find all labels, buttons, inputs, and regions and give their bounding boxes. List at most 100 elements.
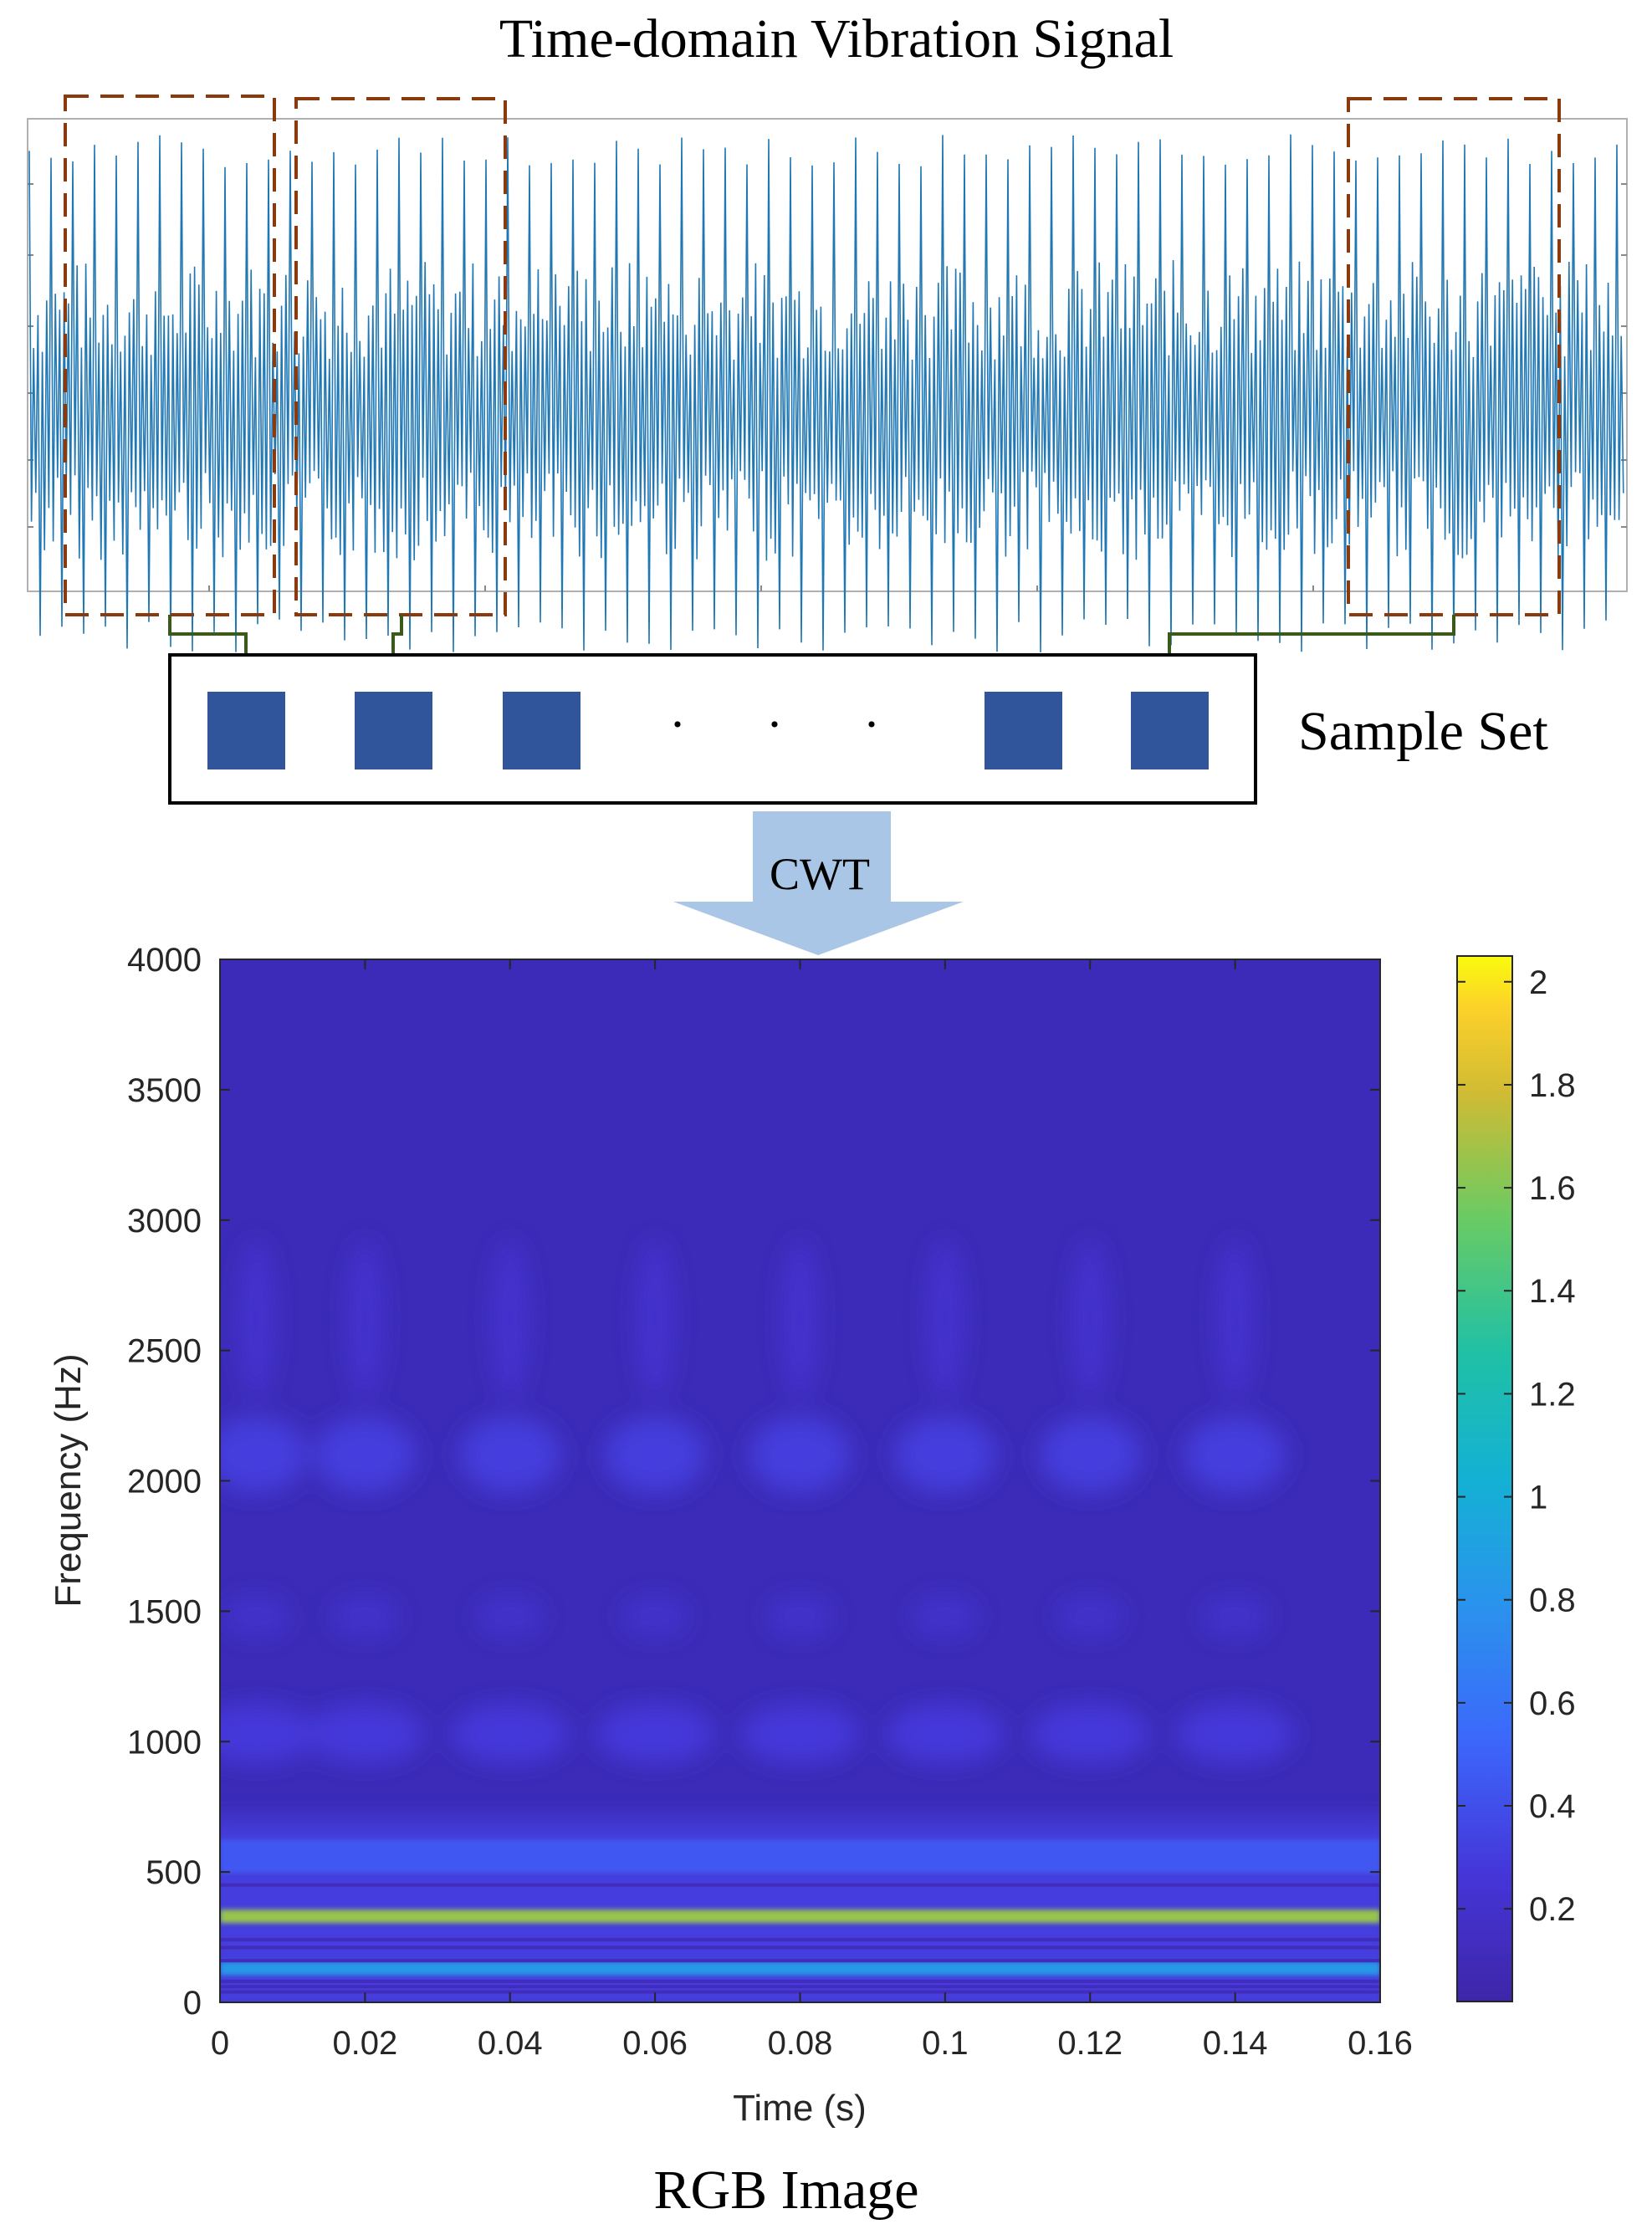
energy-blob xyxy=(238,1240,275,1399)
colorbar-gradient xyxy=(1456,955,1513,2002)
colorbar-tick-label: 0.6 xyxy=(1529,1685,1576,1722)
colorbar-tick-label: 0.4 xyxy=(1529,1788,1576,1825)
sample-set-box xyxy=(168,653,1257,805)
energy-blob xyxy=(491,1240,529,1399)
sample-square-1 xyxy=(207,692,285,769)
sample-window-1 xyxy=(64,95,276,616)
band-gap xyxy=(220,1959,1380,1963)
colorbar-tick-label: 0.8 xyxy=(1529,1582,1576,1619)
y-tick-label: 3500 xyxy=(127,1072,202,1109)
energy-blob xyxy=(220,1417,307,1493)
x-tick-label: 0.14 xyxy=(1203,2025,1268,2062)
y-tick-label: 500 xyxy=(146,1854,202,1891)
energy-blob xyxy=(766,1595,834,1638)
energy-blob xyxy=(1056,1595,1124,1638)
colorbar-ticks: 0.2 0.4 0.6 0.8 1 1.2 1.4 1.6 1.8 2 xyxy=(1457,964,1576,1928)
energy-blob xyxy=(1184,1417,1286,1493)
energy-blob xyxy=(1040,1417,1141,1493)
colorbar: 0.2 0.4 0.6 0.8 1 1.2 1.4 1.6 1.8 2 xyxy=(1456,955,1576,2002)
x-tick-label: 0.16 xyxy=(1348,2025,1413,2062)
vibration-waveform xyxy=(28,134,1624,652)
energy-blob xyxy=(886,1704,1004,1763)
band-fill xyxy=(220,1839,1380,1874)
band-gap xyxy=(220,1938,1380,1942)
energy-blob xyxy=(1216,1240,1254,1399)
colorbar-tick-label: 1 xyxy=(1529,1480,1547,1516)
ellipsis-dot: · xyxy=(766,697,783,752)
energy-blob xyxy=(331,1595,399,1638)
sample-squares xyxy=(207,692,1209,769)
band-gap xyxy=(220,1990,1380,1994)
y-tick-label: 1000 xyxy=(127,1724,202,1761)
energy-blob xyxy=(1176,1704,1294,1763)
sample-square-4 xyxy=(985,692,1062,769)
band-gap xyxy=(220,1985,1380,1989)
scalogram: 0 0.02 0.04 0.06 0.08 0.1 0.12 0.14 0.16 0 500 100… xyxy=(48,942,1413,2129)
x-axis-label: Time (s) xyxy=(733,2088,867,2129)
frequency-band xyxy=(220,1839,1380,1874)
sample-square-3 xyxy=(503,692,581,769)
cwt-arrow xyxy=(673,811,964,955)
x-tick-label: 0.1 xyxy=(922,2025,969,2062)
y-axis-ticks: 0 500 1000 1500 2000 2500 3000 3500 4000 xyxy=(127,942,1380,2022)
energy-blob xyxy=(781,1240,819,1399)
band-gap xyxy=(220,1945,1380,1950)
energy-blob xyxy=(741,1704,859,1763)
x-tick-label: 0.02 xyxy=(332,2025,397,2062)
signal-title: Time-domain Vibration Signal xyxy=(499,8,1174,69)
y-tick-label: 2500 xyxy=(127,1333,202,1370)
y-tick-label: 3000 xyxy=(127,1203,202,1240)
energy-blob xyxy=(476,1595,544,1638)
energy-blob xyxy=(621,1595,689,1638)
x-tick-label: 0 xyxy=(211,2025,229,2062)
energy-blob xyxy=(1201,1595,1269,1638)
ellipsis-dot: · xyxy=(863,697,880,752)
ellipsis-dot: · xyxy=(669,697,686,752)
energy-blob xyxy=(926,1240,964,1399)
sample-set-label: Sample Set xyxy=(1298,701,1548,762)
colorbar-tick-label: 1.4 xyxy=(1529,1273,1576,1310)
x-tick-label: 0.04 xyxy=(478,2025,543,2062)
y-tick-label: 2000 xyxy=(127,1464,202,1501)
energy-blob xyxy=(911,1595,979,1638)
energy-blob xyxy=(605,1417,706,1493)
y-axis-label: Frequency (Hz) xyxy=(48,1353,89,1607)
energy-blob xyxy=(749,1417,851,1493)
x-tick-label: 0.12 xyxy=(1057,2025,1123,2062)
energy-blob xyxy=(222,1595,290,1638)
energy-blob xyxy=(637,1240,674,1399)
y-tick-label: 0 xyxy=(183,1985,202,2022)
energy-blob xyxy=(306,1704,424,1763)
energy-blob xyxy=(459,1417,560,1493)
colorbar-tick-label: 2 xyxy=(1529,964,1547,1001)
energy-blob xyxy=(596,1704,714,1763)
energy-blob xyxy=(346,1240,384,1399)
energy-blob xyxy=(1031,1704,1149,1763)
x-tick-label: 0.06 xyxy=(622,2025,688,2062)
colorbar-tick-label: 0.2 xyxy=(1529,1891,1576,1928)
energy-blob xyxy=(451,1704,569,1763)
band-fill xyxy=(220,1961,1380,1976)
band-gap xyxy=(220,1980,1380,1984)
cwt-label: CWT xyxy=(770,849,870,899)
y-tick-label: 1500 xyxy=(127,1593,202,1630)
time-signal-plot xyxy=(27,118,1628,652)
energy-blob xyxy=(220,1704,315,1763)
band-fill xyxy=(220,1910,1380,1924)
frequency-band xyxy=(220,1910,1380,1924)
band-gap xyxy=(220,1883,1380,1887)
energy-blob xyxy=(1071,1240,1109,1399)
rgb-image-caption: RGB Image xyxy=(653,2160,918,2221)
sample-square-2 xyxy=(355,692,432,769)
energy-blob xyxy=(894,1417,995,1493)
colorbar-tick-label: 1.2 xyxy=(1529,1376,1576,1413)
x-axis-ticks: 0 0.02 0.04 0.06 0.08 0.1 0.12 0.14 0.16 xyxy=(211,959,1413,2062)
x-tick-label: 0.08 xyxy=(768,2025,833,2062)
sample-square-5 xyxy=(1131,692,1209,769)
colorbar-tick-label: 1.8 xyxy=(1529,1067,1576,1104)
y-tick-label: 4000 xyxy=(127,942,202,979)
ellipsis-dots: · · · xyxy=(669,697,880,752)
frequency-band xyxy=(220,1961,1380,1976)
sample-window-n xyxy=(1347,97,1561,616)
colorbar-tick-label: 1.6 xyxy=(1529,1170,1576,1207)
